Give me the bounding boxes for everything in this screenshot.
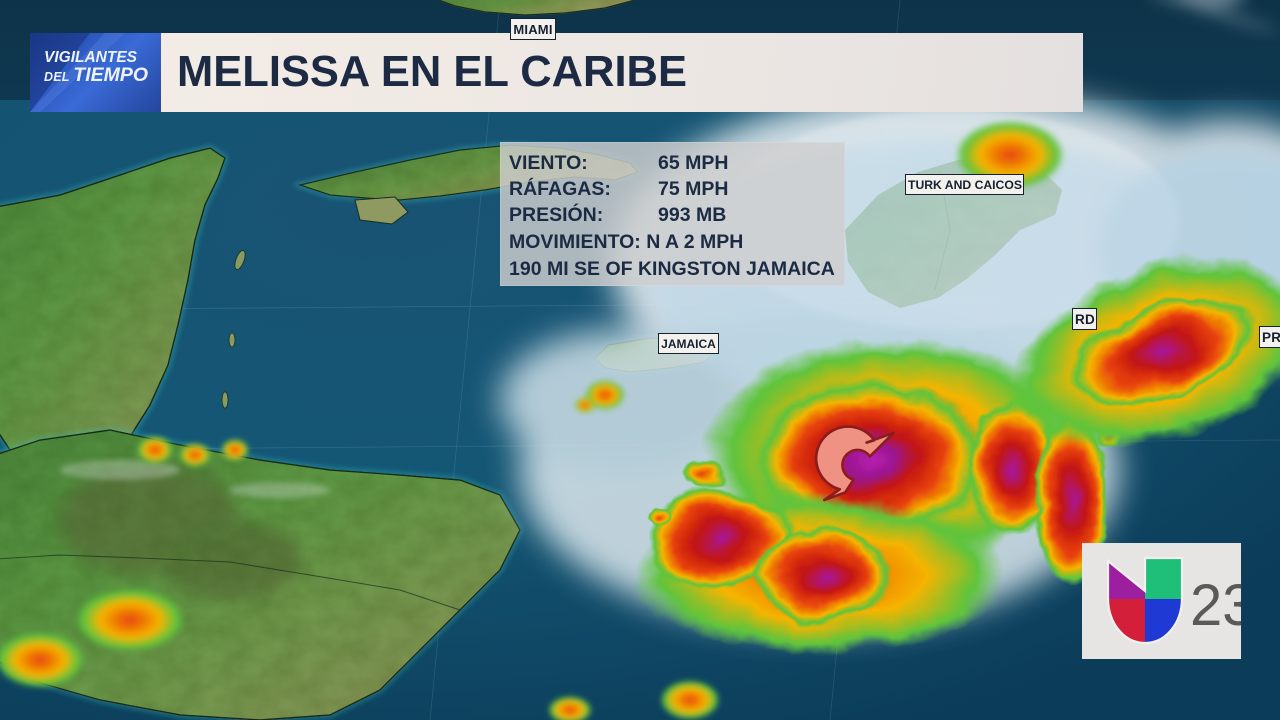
svg-text:23: 23 [1190, 573, 1241, 638]
